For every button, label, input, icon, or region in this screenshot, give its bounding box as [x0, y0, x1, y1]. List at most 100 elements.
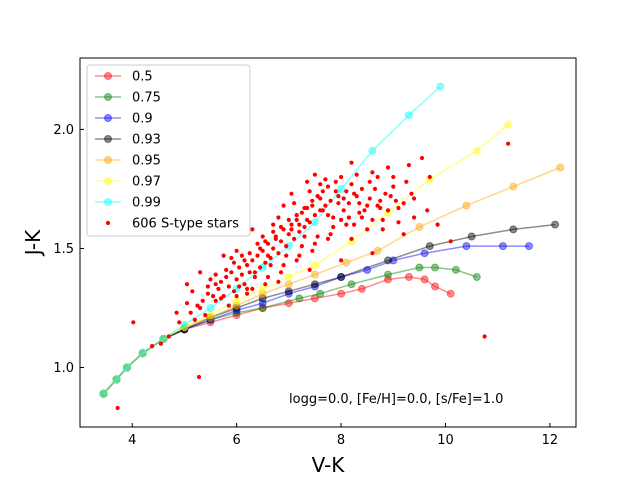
- star-point: [294, 217, 299, 222]
- star-point: [245, 286, 250, 291]
- series-point: [310, 294, 319, 303]
- star-point: [218, 279, 224, 284]
- series-point: [295, 294, 304, 303]
- series-point: [284, 289, 293, 298]
- star-point: [310, 203, 315, 208]
- star-point: [378, 198, 383, 203]
- series-point: [363, 265, 372, 274]
- star-point: [224, 267, 229, 272]
- star-point: [213, 298, 218, 303]
- star-point: [365, 203, 370, 208]
- series-point: [232, 308, 241, 317]
- star-point: [331, 215, 336, 220]
- star-point: [158, 341, 163, 346]
- star-point: [310, 248, 315, 253]
- series-point: [123, 363, 131, 372]
- star-point: [352, 191, 357, 196]
- star-point: [318, 182, 323, 187]
- star-point: [213, 282, 218, 287]
- x-tick-label: 6: [232, 433, 240, 448]
- star-point: [305, 179, 310, 184]
- star-point: [198, 270, 203, 275]
- star-point: [336, 194, 341, 199]
- series-point: [232, 296, 241, 305]
- series-point: [462, 201, 471, 210]
- y-tick-label: 2.0: [53, 123, 74, 138]
- series-point: [99, 389, 108, 398]
- series-point: [112, 375, 121, 384]
- legend-item: 0.95: [95, 154, 161, 169]
- x-axis-label: V-K: [312, 453, 346, 477]
- series-point: [258, 304, 267, 312]
- star-point: [292, 236, 297, 241]
- legend-marker: [104, 177, 112, 185]
- star-point: [305, 217, 310, 222]
- star-point: [255, 253, 260, 258]
- series-point: [389, 256, 398, 265]
- star-point: [302, 224, 307, 230]
- legend-label: 0.95: [132, 154, 161, 169]
- star-point: [412, 196, 417, 201]
- star-point: [234, 277, 239, 282]
- series-line: [102, 223, 556, 395]
- series-point: [180, 323, 189, 331]
- legend-item: 606 S-type stars: [105, 217, 239, 232]
- star-point: [341, 208, 346, 213]
- star-point: [294, 258, 299, 263]
- legend-item: 0.97: [95, 175, 161, 190]
- star-point: [289, 191, 294, 196]
- series-point: [99, 389, 108, 398]
- star-point: [349, 236, 354, 241]
- star-point: [406, 163, 411, 168]
- series-point: [206, 315, 215, 324]
- star-point: [325, 184, 331, 189]
- star-point: [192, 317, 197, 322]
- star-point: [242, 258, 247, 263]
- star-point: [359, 215, 364, 220]
- series-point: [112, 375, 121, 384]
- series-point: [232, 311, 241, 320]
- star-point: [276, 279, 281, 284]
- series-point: [373, 246, 382, 255]
- series-point: [504, 120, 513, 129]
- series-point: [112, 375, 121, 384]
- series-point: [310, 261, 319, 270]
- series-point: [509, 225, 518, 234]
- series-point: [159, 334, 168, 343]
- star-point: [323, 177, 328, 182]
- series-point: [404, 111, 413, 120]
- star-point: [221, 253, 226, 258]
- legend-marker: [104, 135, 112, 143]
- series-point: [357, 284, 366, 293]
- series-point: [498, 242, 507, 251]
- star-point: [331, 224, 336, 230]
- star-point: [302, 205, 307, 211]
- series-point: [258, 299, 267, 308]
- x-tick-label: 4: [128, 433, 136, 448]
- series-point: [337, 289, 346, 298]
- series-point: [342, 258, 351, 267]
- star-point: [352, 222, 357, 227]
- star-point: [336, 201, 341, 206]
- series-point: [123, 363, 131, 372]
- star-point: [359, 186, 364, 191]
- series-point: [159, 334, 168, 343]
- axes-layer: 4 6 8 10 12 1.0 1.5 2.0: [53, 123, 558, 448]
- star-point: [263, 239, 268, 244]
- star-point: [208, 277, 213, 282]
- series-0.99: [99, 82, 445, 398]
- series-point: [206, 318, 215, 327]
- series-point: [436, 82, 445, 91]
- legend-box: [86, 64, 251, 237]
- series-point: [284, 280, 293, 289]
- star-point: [401, 232, 406, 237]
- star-point: [435, 222, 440, 227]
- star-point: [200, 298, 205, 303]
- star-point: [166, 334, 171, 339]
- series-point: [472, 273, 481, 281]
- series-0.5: [99, 273, 455, 398]
- star-point: [252, 270, 257, 275]
- star-point: [349, 182, 354, 187]
- star-point: [131, 320, 136, 325]
